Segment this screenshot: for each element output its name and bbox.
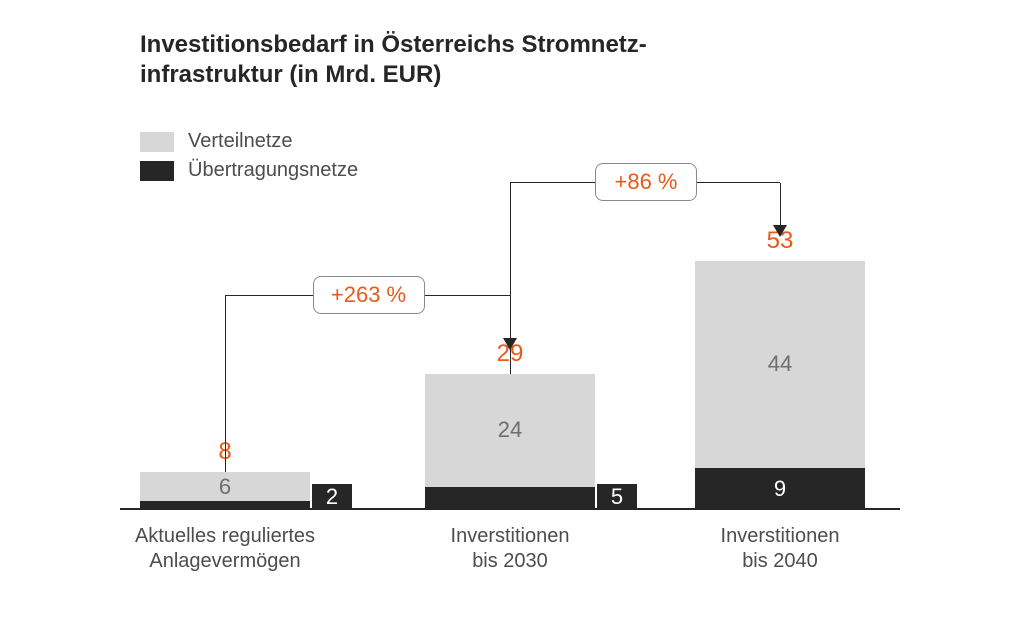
- bar-group-0: 68: [140, 472, 310, 510]
- legend-item-uebertragungsnetze: Übertragungsnetze: [140, 159, 540, 182]
- legend-swatch-dark: [140, 161, 174, 181]
- chart-title: Investitionsbedarf in Österreichs Stromn…: [140, 30, 760, 90]
- bar-0-uebertragungsnetze-callout: 2: [312, 484, 352, 510]
- growth-0-connector-up: [225, 296, 226, 473]
- title-line-2: infrastruktur (in Mrd. EUR): [140, 61, 441, 88]
- growth-1-percent-badge: +86 %: [595, 163, 697, 201]
- legend-item-verteilnetze: Verteilnetze: [140, 130, 540, 153]
- growth-1-connector-up: [510, 183, 511, 374]
- legend: Verteilnetze Übertragungsnetze: [140, 130, 540, 188]
- legend-label-light: Verteilnetze: [188, 130, 293, 153]
- growth-1-connector-down: [780, 183, 781, 227]
- plot-area: 6822429544953+263 %+86 %: [120, 200, 900, 510]
- x-label-1: Inverstitionenbis 2030: [395, 524, 625, 574]
- legend-label-dark: Übertragungsnetze: [188, 159, 358, 182]
- title-line-1: Investitionsbedarf in Österreichs Stromn…: [140, 31, 647, 58]
- growth-0-percent-badge: +263 %: [313, 276, 425, 314]
- growth-1-arrowhead-icon: [773, 225, 787, 237]
- bar-0: 6: [140, 472, 310, 510]
- bar-0-uebertragungsnetze-segment: [140, 501, 310, 510]
- legend-swatch-light: [140, 132, 174, 152]
- x-label-0: Aktuelles reguliertesAnlagevermögen: [110, 524, 340, 574]
- bar-2-verteilnetze-segment: 44: [695, 261, 865, 468]
- x-axis-labels: Aktuelles reguliertesAnlagevermögenInver…: [120, 518, 900, 598]
- bar-group-1: 2429: [425, 374, 595, 510]
- bar-2: 449: [695, 261, 865, 510]
- bar-1-verteilnetze-segment: 24: [425, 374, 595, 487]
- chart-container: Investitionsbedarf in Österreichs Stromn…: [0, 0, 1024, 640]
- bar-1-uebertragungsnetze-segment: [425, 487, 595, 511]
- x-label-2: Inverstitionenbis 2040: [665, 524, 895, 574]
- bar-1-uebertragungsnetze-callout: 5: [597, 484, 637, 510]
- bar-2-uebertragungsnetze-segment: 9: [695, 468, 865, 510]
- bar-0-verteilnetze-segment: 6: [140, 472, 310, 500]
- bar-group-2: 44953: [695, 261, 865, 510]
- bar-1: 24: [425, 374, 595, 510]
